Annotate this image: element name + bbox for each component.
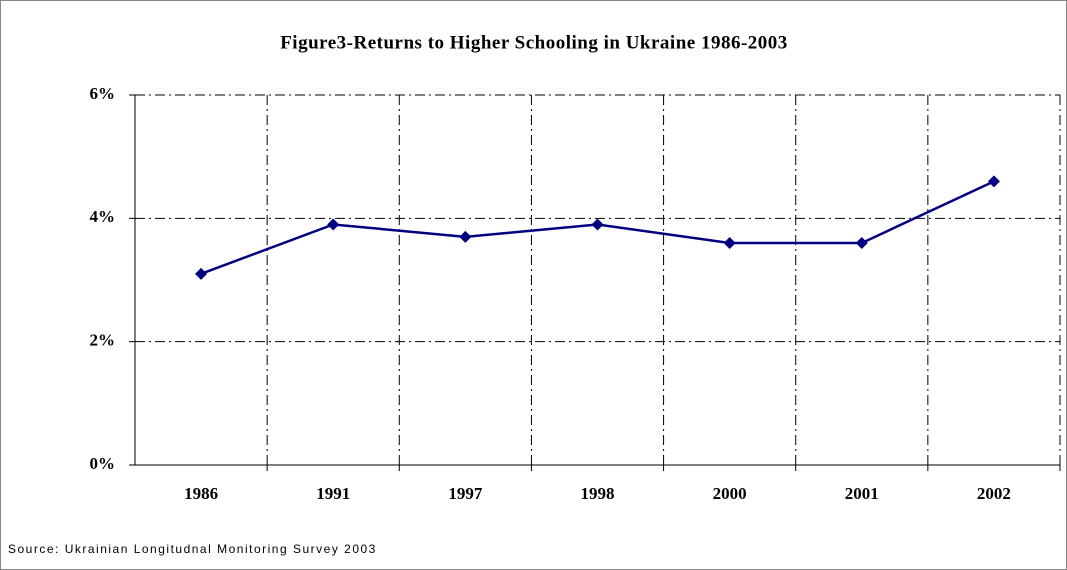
data-point (987, 175, 1000, 188)
x-tick-label: 1986 (184, 484, 218, 503)
y-tick-label: 2% (90, 331, 116, 350)
y-tick-label: 4% (90, 207, 116, 226)
x-tick-label: 2001 (845, 484, 879, 503)
source-note: Source: Ukrainian Longitudnal Monitoring… (8, 542, 377, 556)
x-tick-label: 2000 (713, 484, 747, 503)
x-tick-label: 1998 (581, 484, 615, 503)
x-tick-label: 1991 (316, 484, 350, 503)
data-point (459, 230, 472, 243)
data-point (591, 218, 604, 231)
data-point (195, 267, 208, 280)
data-point (723, 237, 736, 249)
x-tick-label: 1997 (448, 484, 483, 503)
data-point (327, 218, 340, 231)
chart-title: Figure3-Returns to Higher Schooling in U… (280, 32, 788, 53)
y-tick-label: 6% (90, 84, 116, 103)
y-tick-label: 0% (90, 454, 116, 473)
x-tick-label: 2002 (977, 484, 1011, 503)
data-point (855, 237, 868, 249)
